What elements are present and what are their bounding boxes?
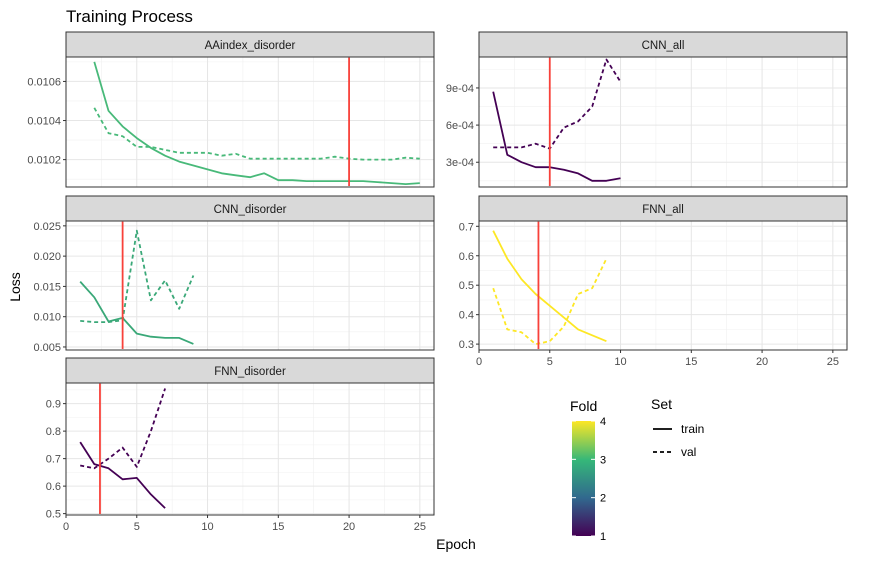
panel-border	[478, 220, 848, 351]
colorbar-tick-label: 4	[600, 416, 606, 428]
set-key-label: val	[681, 445, 696, 459]
series-line-val	[80, 229, 195, 324]
x-tick-label: 15	[685, 356, 697, 368]
y-tick-label: 0.025	[33, 221, 61, 233]
y-tick-label: 0.9	[46, 399, 61, 411]
chart-title: Training Process	[66, 7, 193, 26]
panel-strip-label: FNN_disorder	[214, 366, 286, 378]
panel-fnn-all: FNN_all 0.3 0.4 0.5 0.6 0.7 0 5 10 15 20 25	[459, 195, 848, 368]
x-tick-label: 5	[547, 356, 553, 368]
panel-background	[66, 221, 434, 350]
y-tick-label: 0.015	[33, 281, 61, 293]
y-tick-label: 0.020	[33, 251, 61, 263]
y-tick-label: 0.0104	[27, 116, 61, 128]
y-tick-label: 9e-04	[446, 83, 474, 95]
fold-legend-title: Fold	[570, 398, 597, 414]
x-tick-label: 10	[201, 521, 213, 533]
x-axis-label: Epoch	[436, 536, 476, 552]
y-tick-label: 0.0102	[27, 155, 61, 167]
panel-strip-label: AAindex_disorder	[205, 40, 296, 52]
colorbar-tick-label: 2	[600, 493, 606, 505]
series-line-val	[493, 58, 622, 150]
series-line-train	[79, 280, 194, 345]
panel-strip	[65, 195, 435, 222]
fold-colorbar-ticks: 1 2 3 4	[572, 416, 606, 543]
series-line-train	[492, 91, 621, 182]
legend: Fold 1 2 3 4 Set train val	[570, 396, 704, 543]
set-legend-keys: train val	[653, 422, 704, 459]
y-tick-label: 0.5	[46, 509, 61, 521]
y-tick-label: 0.8	[46, 426, 61, 438]
panel-cnn-disorder: CNN_disorder 0.005 0.010 0.015 0.020 0.025	[33, 195, 435, 354]
series-line-val	[93, 107, 420, 161]
panel-cnn-all: CNN_all 3e-04 6e-04 9e-04	[446, 31, 848, 188]
panel-aaindex-disorder: AAindex_disorder 0.0102 0.0104 0.0106	[27, 31, 435, 188]
panel-border	[65, 220, 435, 351]
x-tick-label: 15	[272, 521, 284, 533]
y-tick-label: 0.7	[459, 221, 474, 233]
x-tick-label: 10	[614, 356, 626, 368]
panel-border	[65, 382, 435, 516]
y-tick-label: 0.005	[33, 342, 61, 354]
panel-background	[66, 57, 434, 187]
y-tick-label: 0.5	[459, 280, 474, 292]
series-line-val	[80, 388, 166, 470]
y-tick-label: 0.6	[46, 481, 61, 493]
panel-strip-label: FNN_all	[642, 204, 684, 216]
panel-background	[479, 57, 847, 187]
set-key-label: train	[681, 422, 704, 436]
fold-colorbar	[572, 421, 595, 536]
y-tick-label: 6e-04	[446, 120, 474, 132]
y-tick-label: 0.7	[46, 454, 61, 466]
y-axis-label: Loss	[7, 272, 23, 302]
y-tick-label: 0.3	[459, 339, 474, 351]
colorbar-tick-label: 1	[600, 531, 606, 543]
panel-border	[65, 56, 435, 188]
series-line-train	[79, 441, 166, 509]
y-tick-label: 0.010	[33, 312, 61, 324]
panel-border	[478, 56, 848, 188]
y-tick-label: 3e-04	[446, 157, 474, 169]
set-legend-title: Set	[651, 396, 672, 412]
x-tick-label: 0	[63, 521, 69, 533]
panel-fnn-disorder: FNN_disorder 0.5 0.6 0.7 0.8 0.9 0 5 10 15 20 25	[46, 357, 435, 533]
facet-panels: AAindex_disorder0.01020.01040.0106CNN_al…	[27, 31, 848, 533]
panel-strip	[478, 195, 848, 222]
x-tick-label: 25	[414, 521, 426, 533]
colorbar-tick-label: 3	[600, 454, 606, 466]
y-tick-label: 0.4	[459, 310, 474, 322]
series-line-train	[492, 230, 607, 343]
y-tick-label: 0.0106	[27, 76, 61, 88]
x-tick-label: 20	[343, 521, 355, 533]
x-tick-label: 20	[756, 356, 768, 368]
y-tick-label: 0.6	[459, 251, 474, 263]
panel-background	[66, 383, 434, 515]
panel-strip	[65, 31, 435, 58]
x-tick-label: 0	[476, 356, 482, 368]
panel-strip	[65, 357, 435, 384]
panel-strip-label: CNN_disorder	[214, 204, 287, 216]
x-tick-label: 5	[134, 521, 140, 533]
x-tick-label: 25	[827, 356, 839, 368]
panel-strip-label: CNN_all	[642, 40, 685, 52]
series-line-val	[492, 258, 608, 346]
